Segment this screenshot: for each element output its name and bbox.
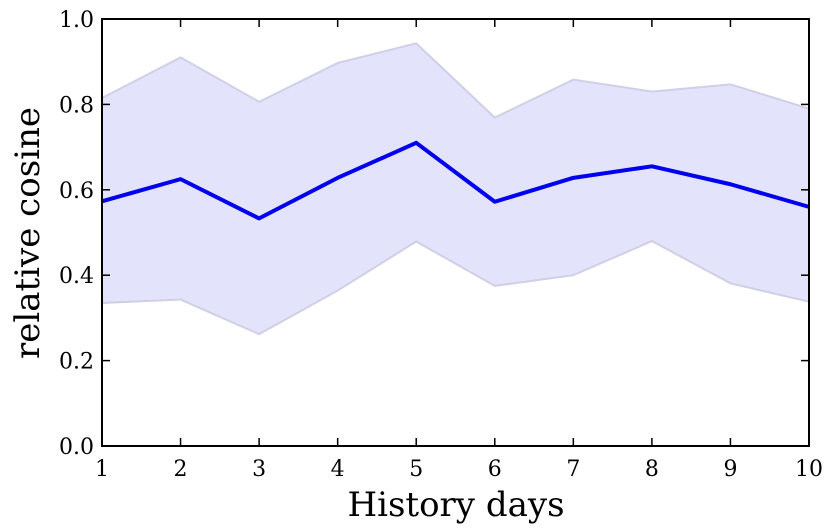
y-tick-label: 1.0 bbox=[59, 8, 94, 33]
band-lower-edge bbox=[101, 239, 810, 336]
y-tick-label: 0.8 bbox=[59, 93, 94, 118]
series-line-0 bbox=[101, 140, 810, 221]
x-tick-label: 10 bbox=[795, 457, 823, 482]
y-axis-label: relative cosine bbox=[8, 107, 48, 359]
plot-frame bbox=[101, 18, 810, 447]
x-tick-label: 1 bbox=[95, 457, 109, 482]
x-tick-label: 6 bbox=[488, 457, 502, 482]
y-tick-label: 0.2 bbox=[59, 350, 94, 375]
x-tick-label: 3 bbox=[252, 457, 266, 482]
y-tick-label: 0.6 bbox=[59, 179, 94, 204]
x-tick-label: 7 bbox=[566, 457, 580, 482]
y-tick-label: 0.0 bbox=[59, 435, 94, 460]
x-tick-label: 9 bbox=[723, 457, 737, 482]
confidence-band bbox=[102, 43, 809, 335]
x-tick-label: 5 bbox=[409, 457, 423, 482]
x-tick-label: 2 bbox=[174, 457, 188, 482]
x-tick-label: 8 bbox=[645, 457, 659, 482]
band-upper-edge bbox=[101, 42, 810, 119]
tick-layer: 1 2 3 4 5 6 7 8 9 10 0.0 0.2 0.4 0.6 0.8 1.0 bbox=[59, 8, 823, 482]
x-axis-label: History days bbox=[347, 485, 564, 525]
x-tick-label: 4 bbox=[331, 457, 345, 482]
frame-layer bbox=[101, 18, 810, 447]
y-tick-label: 0.4 bbox=[59, 264, 94, 289]
band-layer bbox=[101, 42, 810, 336]
